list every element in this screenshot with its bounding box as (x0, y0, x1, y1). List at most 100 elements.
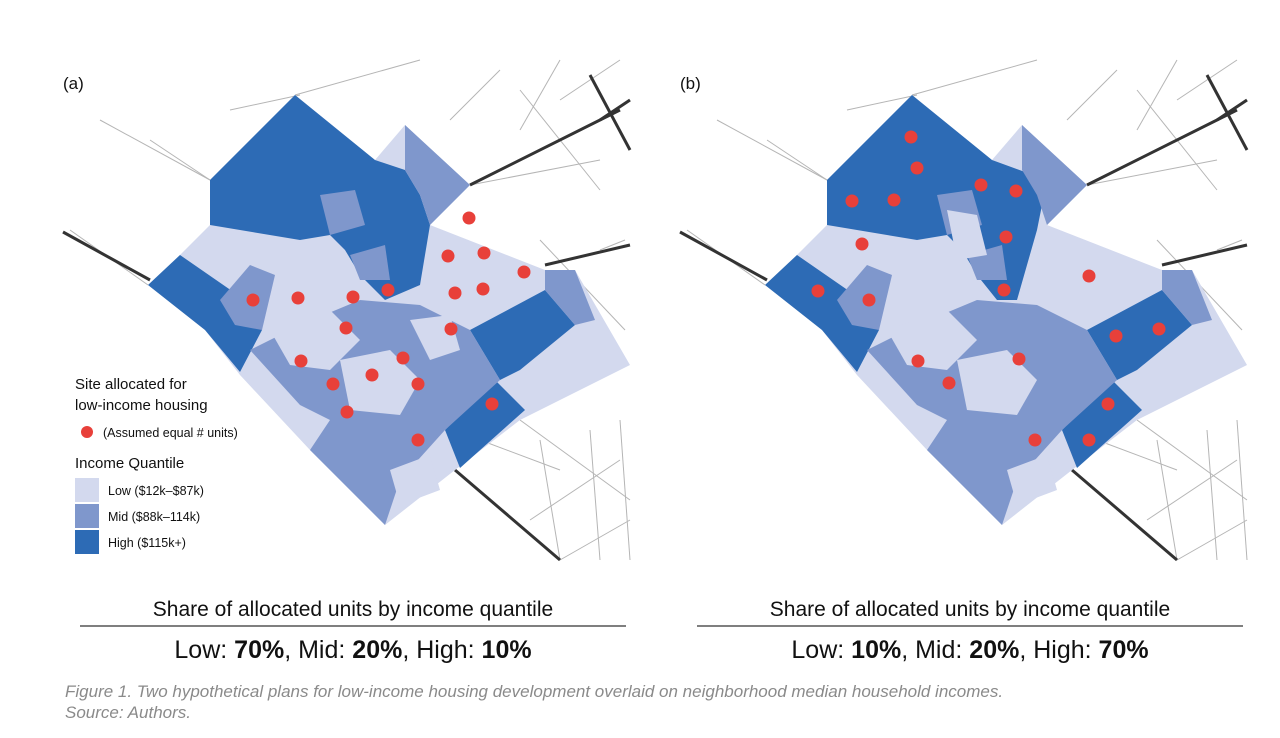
housing-site-dot (340, 405, 354, 419)
street-line (479, 439, 561, 471)
share-mid-value: 20% (352, 636, 402, 664)
street-line (1236, 419, 1248, 561)
neighborhood-high (470, 290, 575, 380)
caption-line-2: Source: Authors. (65, 703, 191, 722)
neighborhood-mid (320, 190, 365, 235)
street-line (1136, 419, 1248, 501)
legend-site-dot-icon (81, 426, 93, 438)
housing-site-dot (396, 351, 410, 365)
legend: Site allocated for low-income housing (A… (75, 376, 238, 554)
neighborhood-high (1087, 290, 1192, 380)
highway-line (469, 108, 621, 187)
housing-site-dot (845, 194, 859, 208)
map-panel-b (679, 59, 1249, 562)
housing-site-dot (462, 211, 476, 225)
legend-site-title-2: low-income housing (75, 397, 208, 414)
housing-site-dot (485, 397, 499, 411)
neighborhood-low (957, 350, 1037, 415)
street-line (1086, 159, 1218, 186)
housing-site-dot (411, 433, 425, 447)
street-line (519, 59, 561, 131)
street-line (1216, 239, 1243, 251)
summary-b: Share of allocated units by income quant… (697, 598, 1243, 664)
share-mid-label: , Mid: (284, 636, 352, 664)
street-line (619, 419, 631, 561)
street-line (294, 59, 421, 96)
caption-line-1: Figure 1. Two hypothetical plans for low… (65, 682, 1003, 701)
street-line (1156, 439, 1178, 561)
street-line (1146, 459, 1238, 521)
street-line (229, 94, 301, 111)
legend-site-note: (Assumed equal # units) (103, 426, 238, 440)
neighborhood-mid (545, 270, 595, 325)
summary-title-b: Share of allocated units by income quant… (770, 598, 1170, 621)
neighborhood-mid (1162, 270, 1212, 325)
legend-swatch-high (75, 530, 99, 554)
highway-line (1086, 108, 1238, 187)
housing-site-dot (477, 246, 491, 260)
housing-site-dot (448, 286, 462, 300)
share-low-label: Low: (174, 636, 234, 664)
panel-label-b: (b) (680, 74, 701, 93)
share-high-label: , High: (402, 636, 481, 664)
neighborhood-low (340, 350, 420, 415)
street-line (529, 459, 621, 521)
street-line (99, 119, 211, 181)
street-line (539, 439, 561, 561)
housing-site-dot (476, 282, 490, 296)
neighborhood-low (887, 310, 977, 370)
housing-site-dot (1082, 269, 1096, 283)
neighborhood-mid (1022, 125, 1087, 225)
housing-site-dot (974, 178, 988, 192)
housing-site-dot (910, 161, 924, 175)
highway-line (1071, 468, 1178, 562)
housing-site-dot (1109, 329, 1123, 343)
neighborhood-high (148, 255, 262, 372)
highway-line (62, 230, 151, 282)
housing-site-dot (411, 377, 425, 391)
neighborhood-high (765, 255, 879, 372)
housing-site-dot (1009, 184, 1023, 198)
housing-site-dot (381, 283, 395, 297)
street-line (1096, 439, 1178, 471)
legend-label-high: High ($115k+) (108, 536, 186, 550)
housing-site-dot (862, 293, 876, 307)
neighborhood-mid (350, 245, 390, 280)
highway-line (599, 98, 631, 122)
neighborhood-low (947, 210, 987, 260)
summary-title-a: Share of allocated units by income quant… (153, 598, 553, 621)
housing-site-dot (517, 265, 531, 279)
legend-label-mid: Mid ($88k–114k) (108, 510, 200, 524)
housing-site-dot (1028, 433, 1042, 447)
housing-site-dot (1012, 352, 1026, 366)
housing-site-dot (855, 237, 869, 251)
neighborhood-low (270, 310, 360, 370)
housing-site-dot (326, 377, 340, 391)
street-line (599, 239, 626, 251)
housing-site-dot (811, 284, 825, 298)
housing-site-dot (291, 291, 305, 305)
housing-site-dot (444, 322, 458, 336)
housing-site-dot (942, 376, 956, 390)
legend-swatch-mid (75, 504, 99, 528)
neighborhood-mid (405, 125, 470, 225)
housing-site-dot (346, 290, 360, 304)
share-mid-value: 20% (969, 636, 1019, 664)
legend-site-title-1: Site allocated for (75, 376, 187, 393)
legend-label-low: Low ($12k–$87k) (108, 484, 204, 498)
housing-site-dot (294, 354, 308, 368)
highway-line (544, 243, 631, 267)
share-low-value: 10% (851, 636, 901, 664)
neighborhood-high (445, 380, 525, 468)
housing-site-dot (999, 230, 1013, 244)
housing-site-dot (997, 283, 1011, 297)
housing-site-dot (887, 193, 901, 207)
street-line (1136, 59, 1178, 131)
summary-shares-a: Low: 70%, Mid: 20%, High: 10% (174, 636, 531, 664)
legend-quantile-title: Income Quantile (75, 455, 184, 472)
highway-line (679, 230, 768, 282)
share-high-label: , High: (1019, 636, 1098, 664)
neighborhood-low (390, 455, 440, 505)
housing-site-dot (1082, 433, 1096, 447)
